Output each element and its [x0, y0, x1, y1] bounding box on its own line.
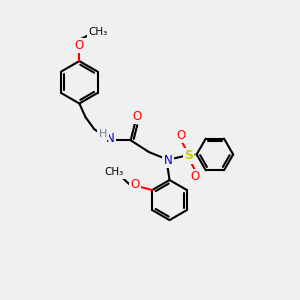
Text: O: O [130, 178, 139, 191]
Text: CH₃: CH₃ [104, 167, 124, 177]
Text: S: S [184, 149, 193, 162]
Text: CH₃: CH₃ [88, 27, 107, 37]
Text: N: N [164, 154, 172, 167]
Text: O: O [177, 129, 186, 142]
Text: N: N [106, 132, 115, 145]
Text: O: O [132, 110, 141, 123]
Text: O: O [191, 170, 200, 183]
Text: H: H [99, 129, 107, 139]
Text: O: O [75, 39, 84, 52]
